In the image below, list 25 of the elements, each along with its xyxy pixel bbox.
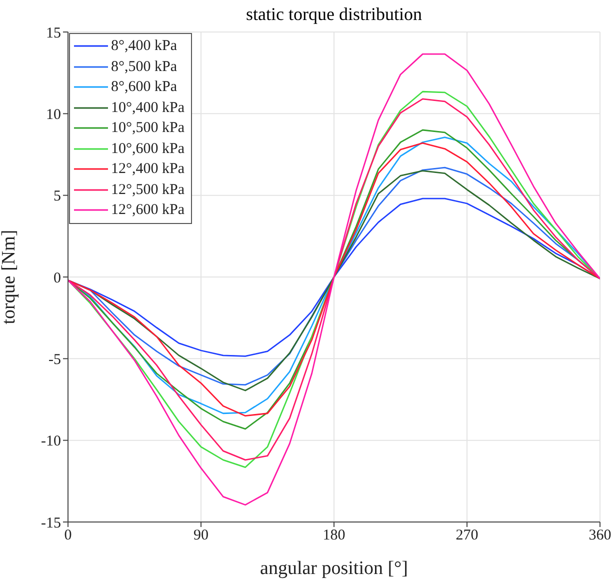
line-series — [68, 53, 600, 506]
y-tick-label: 10 — [46, 106, 61, 123]
legend-label: 12°,400 kPa — [111, 160, 184, 179]
legend-label: 8°,600 kPa — [111, 78, 177, 97]
y-tick-label: 15 — [46, 25, 61, 42]
x-tick-label: 90 — [194, 528, 208, 544]
legend-label: 10°,500 kPa — [111, 119, 184, 138]
y-tick-label: -5 — [48, 352, 61, 368]
x-tick-label: 360 — [588, 528, 612, 544]
x-tick-label: 270 — [456, 528, 478, 544]
y-tick-label: -10 — [41, 434, 61, 450]
y-tick-label: -15 — [41, 515, 61, 532]
legend-label: 10°,400 kPa — [111, 98, 184, 118]
y-tick-label: 5 — [54, 188, 61, 205]
x-axis-title: angular position [°] — [260, 558, 408, 579]
y-tick-label: 0 — [54, 270, 61, 286]
y-axis-title: torque [Nm] — [0, 230, 20, 324]
legend-label: 12°,600 kPa — [111, 201, 184, 220]
legend-label: 8°,500 kPa — [111, 58, 177, 76]
x-tick-label: 0 — [64, 528, 72, 544]
legend-label: 10°,600 kPa — [111, 140, 184, 158]
legend-label: 8°,400 kPa — [111, 37, 177, 56]
chart-title: static torque distribution — [245, 4, 423, 25]
x-tick-label: 180 — [322, 528, 346, 544]
legend-label: 12°,500 kPa — [111, 180, 184, 200]
